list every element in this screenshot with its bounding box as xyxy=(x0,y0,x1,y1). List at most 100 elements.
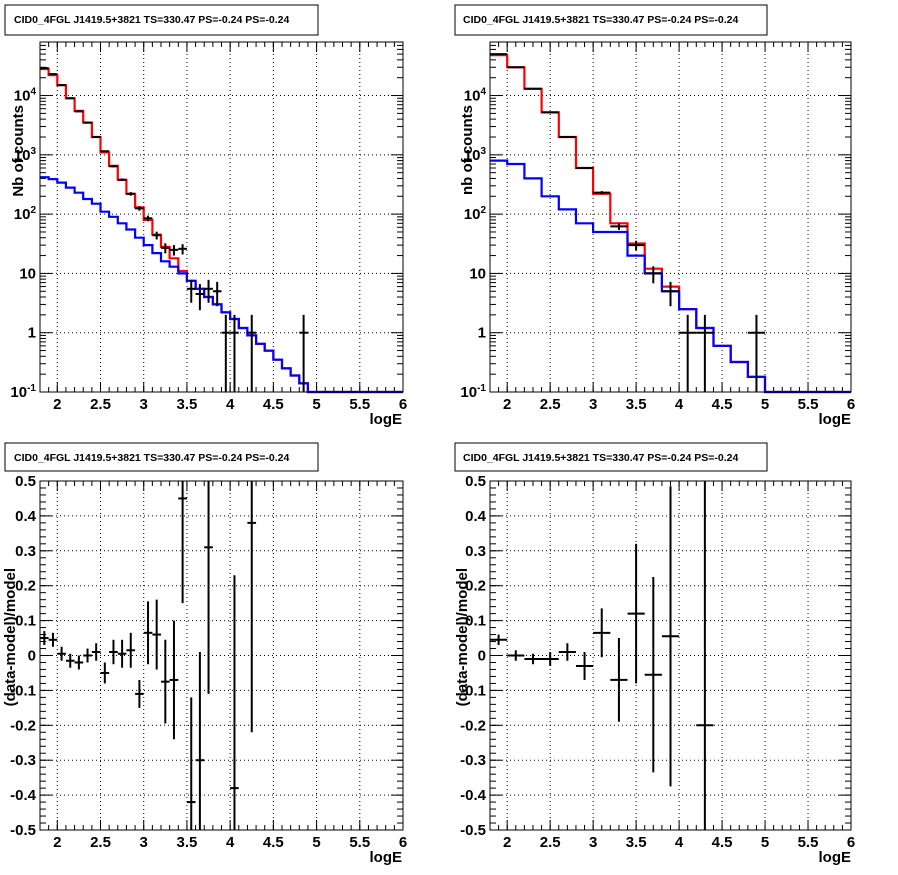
data-point xyxy=(152,599,161,670)
y-axis: 10-1 1 10 102 103 104 xyxy=(10,44,403,401)
x-tick-label: 3 xyxy=(589,396,597,413)
chart-title: CID0_4FGL J1419.5+3821 TS=330.47 PS=-0.2… xyxy=(14,14,289,26)
y-tick-label: 104 xyxy=(14,87,37,105)
data-point xyxy=(558,643,576,661)
data-point xyxy=(178,244,187,255)
data-point xyxy=(661,281,680,307)
x-tick-label: 5 xyxy=(761,396,769,413)
x-tick-label: 4.5 xyxy=(712,396,733,413)
data-point xyxy=(161,639,170,724)
x-tick-label: 4.5 xyxy=(263,834,284,851)
data-point xyxy=(593,608,611,658)
y-tick-label: 1 xyxy=(478,325,486,342)
chart-panel-4: CID0_4FGL J1419.5+3821 TS=330.47 PS=-0.2… xyxy=(454,442,855,866)
data-point xyxy=(161,243,170,254)
x-tick-label: 2.5 xyxy=(540,396,561,413)
data-point xyxy=(91,643,101,661)
plot-frame xyxy=(489,41,852,393)
data-point xyxy=(524,653,542,665)
title-box xyxy=(454,4,768,36)
data-point xyxy=(109,639,118,665)
y-tick-label: 102 xyxy=(14,205,37,223)
x-axis: 2 2.5 3 3.5 4 4.5 5 5.5 6 xyxy=(489,481,855,851)
y-tick-label: -0.1 xyxy=(10,682,36,699)
x-tick-label: 5 xyxy=(312,396,320,413)
x-axis-label: logE xyxy=(819,411,852,428)
x-tick-label: 4 xyxy=(226,834,235,851)
data-point xyxy=(65,653,75,668)
x-axis: 2 2.5 3 3.5 4 4.5 5 5.5 6 xyxy=(489,42,855,413)
y-tick-label: 0.1 xyxy=(465,613,486,630)
y-tick-label: 10 xyxy=(469,265,486,282)
data-point xyxy=(575,166,594,170)
plot-frame xyxy=(39,41,404,393)
data-point xyxy=(143,601,153,665)
data-point xyxy=(644,576,662,773)
y-axis-label: nb of counts xyxy=(459,105,476,195)
y-axis: -0.5 -0.4 -0.3 -0.2 -0.1 0 0.1 0.2 0.3 0.4 0.5 xyxy=(10,473,403,839)
data-point xyxy=(126,632,136,668)
y-tick-label: -0.3 xyxy=(460,752,486,769)
x-axis-label: logE xyxy=(819,849,852,866)
data-point xyxy=(40,631,49,646)
x-tick-label: 2.5 xyxy=(90,396,111,413)
data-point xyxy=(169,620,179,740)
x-tick-label: 3 xyxy=(589,834,597,851)
y-tick-label: 0 xyxy=(28,648,36,665)
data-point xyxy=(696,314,714,392)
data-point xyxy=(178,481,187,604)
data-point xyxy=(109,165,118,168)
data-point xyxy=(204,279,213,303)
y-tick-label: 1 xyxy=(28,325,36,342)
data-point xyxy=(117,639,127,668)
x-tick-label: 6 xyxy=(847,396,855,413)
data-point xyxy=(152,231,161,240)
x-tick-label: 2 xyxy=(53,834,61,851)
y-axis-label: (data-model)/model xyxy=(454,568,471,706)
y-tick-label: -0.5 xyxy=(10,822,36,839)
data-point xyxy=(627,543,645,684)
data-point xyxy=(610,223,628,230)
chart-panel-1: CID0_4FGL J1419.5+3821 TS=330.47 PS=-0.2… xyxy=(4,4,407,428)
data-point xyxy=(48,632,58,647)
data-point xyxy=(135,679,144,708)
data-point xyxy=(627,240,645,251)
y-tick-label: 0.3 xyxy=(15,543,36,560)
y-tick-label: -0.5 xyxy=(460,822,486,839)
series-line-2 xyxy=(40,176,403,394)
x-axis: 2 2.5 3 3.5 4 4.5 5 5.5 6 xyxy=(39,42,407,413)
x-tick-label: 5 xyxy=(312,834,320,851)
x-tick-label: 4 xyxy=(226,396,235,413)
y-axis-label: (data-model)/model xyxy=(2,568,19,706)
x-tick-label: 2 xyxy=(53,396,61,413)
title-box xyxy=(4,442,319,472)
data-point xyxy=(135,206,144,211)
data-point xyxy=(74,110,84,113)
y-tick-label: 10-1 xyxy=(10,383,36,401)
x-tick-label: 3.5 xyxy=(626,396,647,413)
x-axis-label: logE xyxy=(370,411,403,428)
data-point xyxy=(610,638,628,722)
y-tick-label: 103 xyxy=(464,146,487,164)
y-tick-label: 0.4 xyxy=(465,508,487,525)
x-axis: 2 2.5 3 3.5 4 4.5 5 5.5 6 xyxy=(39,481,407,851)
data-point xyxy=(558,135,576,138)
data-point xyxy=(83,648,92,663)
x-tick-label: 6 xyxy=(399,834,407,851)
chart-title: CID0_4FGL J1419.5+3821 TS=330.47 PS=-0.2… xyxy=(463,14,738,26)
data-point xyxy=(186,697,196,830)
y-tick-label: 0.3 xyxy=(465,543,486,560)
y-tick-label: 0.2 xyxy=(465,578,486,595)
y-tick-label: 0.5 xyxy=(15,473,36,490)
x-tick-label: 2.5 xyxy=(90,834,111,851)
y-tick-label: 0.4 xyxy=(15,508,37,525)
x-tick-label: 5.5 xyxy=(798,396,819,413)
y-tick-label: 103 xyxy=(14,146,37,164)
data-point xyxy=(230,575,239,830)
x-axis-label: logE xyxy=(370,849,403,866)
data-point xyxy=(593,191,611,195)
data-point xyxy=(74,655,84,670)
data-point xyxy=(83,121,92,124)
data-point xyxy=(247,314,257,392)
data-point xyxy=(100,150,110,153)
